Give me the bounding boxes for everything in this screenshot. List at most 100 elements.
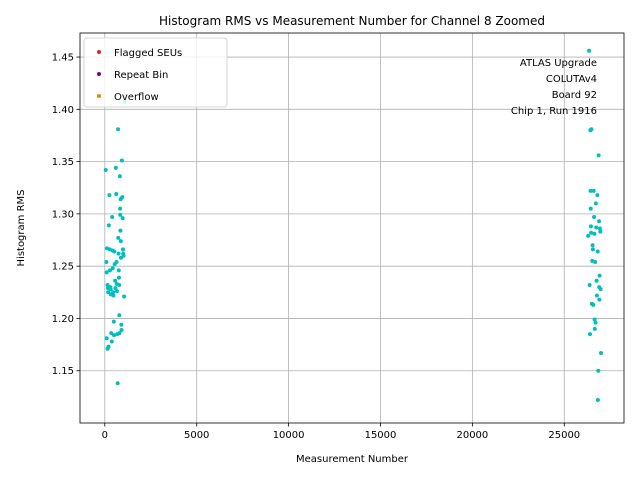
data-point [594,293,599,298]
data-point [116,251,121,256]
data-point [112,249,117,254]
data-point [599,350,604,355]
data-point [113,278,118,283]
data-point [592,215,597,220]
data-point [117,331,122,336]
data-point [114,192,119,197]
data-point [586,233,591,238]
annotation-text: ATLAS Upgrade COLUTAv4 Board 92 Chip 1, Run… [511,58,597,117]
data-point [116,235,121,240]
y-tick-label: 1.30 [52,209,74,220]
x-tick-label: 15000 [365,430,397,441]
data-point [111,293,116,298]
data-point [589,230,594,235]
data-point [111,290,116,295]
legend-label: Overflow [114,92,159,103]
data-point [119,327,124,332]
data-point [597,297,602,302]
data-point [119,158,124,163]
data-point [107,268,112,273]
data-point [594,278,599,283]
data-point [588,188,593,193]
data-point [592,317,597,322]
y-tick-label: 1.35 [52,157,74,168]
grid-lines [80,33,624,423]
x-tick-label: 0 [102,430,108,441]
data-point [106,223,111,228]
data-point [118,212,123,217]
data-point [592,231,597,236]
x-axis-label: Measurement Number [296,454,409,465]
legend-marker [97,72,101,76]
legend-box [83,37,228,108]
data-point [116,268,121,273]
data-point [104,270,109,275]
y-axis-ticks: 1.15 1.20 1.25 1.30 1.35 1.40 1.45 [52,53,80,377]
y-tick-label: 1.45 [52,53,74,64]
data-point [598,287,603,292]
annotation-line: Board 92 [552,90,597,101]
x-tick-label: 5000 [184,430,209,441]
legend-marker [97,94,101,98]
data-point [116,127,121,132]
data-point [593,201,598,206]
data-point [597,226,602,231]
data-point [596,153,601,158]
x-axis-ticks: 0 5000 10000 15000 20000 25000 [102,423,580,441]
data-point [591,302,596,307]
data-point [120,216,125,221]
data-points [103,48,604,402]
data-point [114,289,119,294]
y-axis-label: Histogram RMS [16,190,27,267]
data-point [597,273,602,278]
data-point [116,275,121,280]
data-point [597,219,602,224]
data-point [106,290,111,295]
chart-title: Histogram RMS vs Measurement Number for … [159,14,545,28]
data-point [595,249,600,254]
data-point [589,127,594,132]
y-tick-label: 1.25 [52,262,74,273]
legend: Flagged SEUs Repeat Bin Overflow [83,37,228,108]
annotation-line: COLUTAv4 [546,74,597,85]
data-point [105,282,110,287]
data-point [592,326,597,331]
annotation-line: ATLAS Upgrade [520,58,597,69]
data-point [111,319,116,324]
data-point [595,397,600,402]
data-point [108,287,113,292]
data-point [588,206,593,211]
x-tick-label: 20000 [456,430,488,441]
data-point [591,188,596,193]
data-point [590,243,595,248]
data-point [117,174,122,179]
data-point [113,286,118,291]
data-point [593,320,598,325]
data-point [598,229,603,234]
data-point [118,206,123,211]
data-point [115,381,120,386]
data-point [120,195,125,200]
annotation-line: Chip 1, Run 1916 [511,106,597,117]
x-tick-label: 10000 [273,430,305,441]
data-point [112,333,116,338]
plot-frame [79,32,625,424]
x-tick-label: 25000 [548,430,580,441]
data-point [596,368,601,373]
data-point [121,253,126,258]
data-point [587,48,592,53]
data-point [107,193,112,198]
data-point [594,225,599,230]
data-point [117,282,122,287]
data-point [109,339,114,344]
data-point [587,282,592,287]
data-point [588,224,593,229]
data-point [590,247,595,252]
data-point [104,259,109,264]
y-tick-label: 1.40 [52,105,74,116]
legend-label: Flagged SEUs [114,48,182,59]
data-point [109,331,114,336]
data-point [113,165,118,170]
y-tick-label: 1.20 [52,314,74,325]
